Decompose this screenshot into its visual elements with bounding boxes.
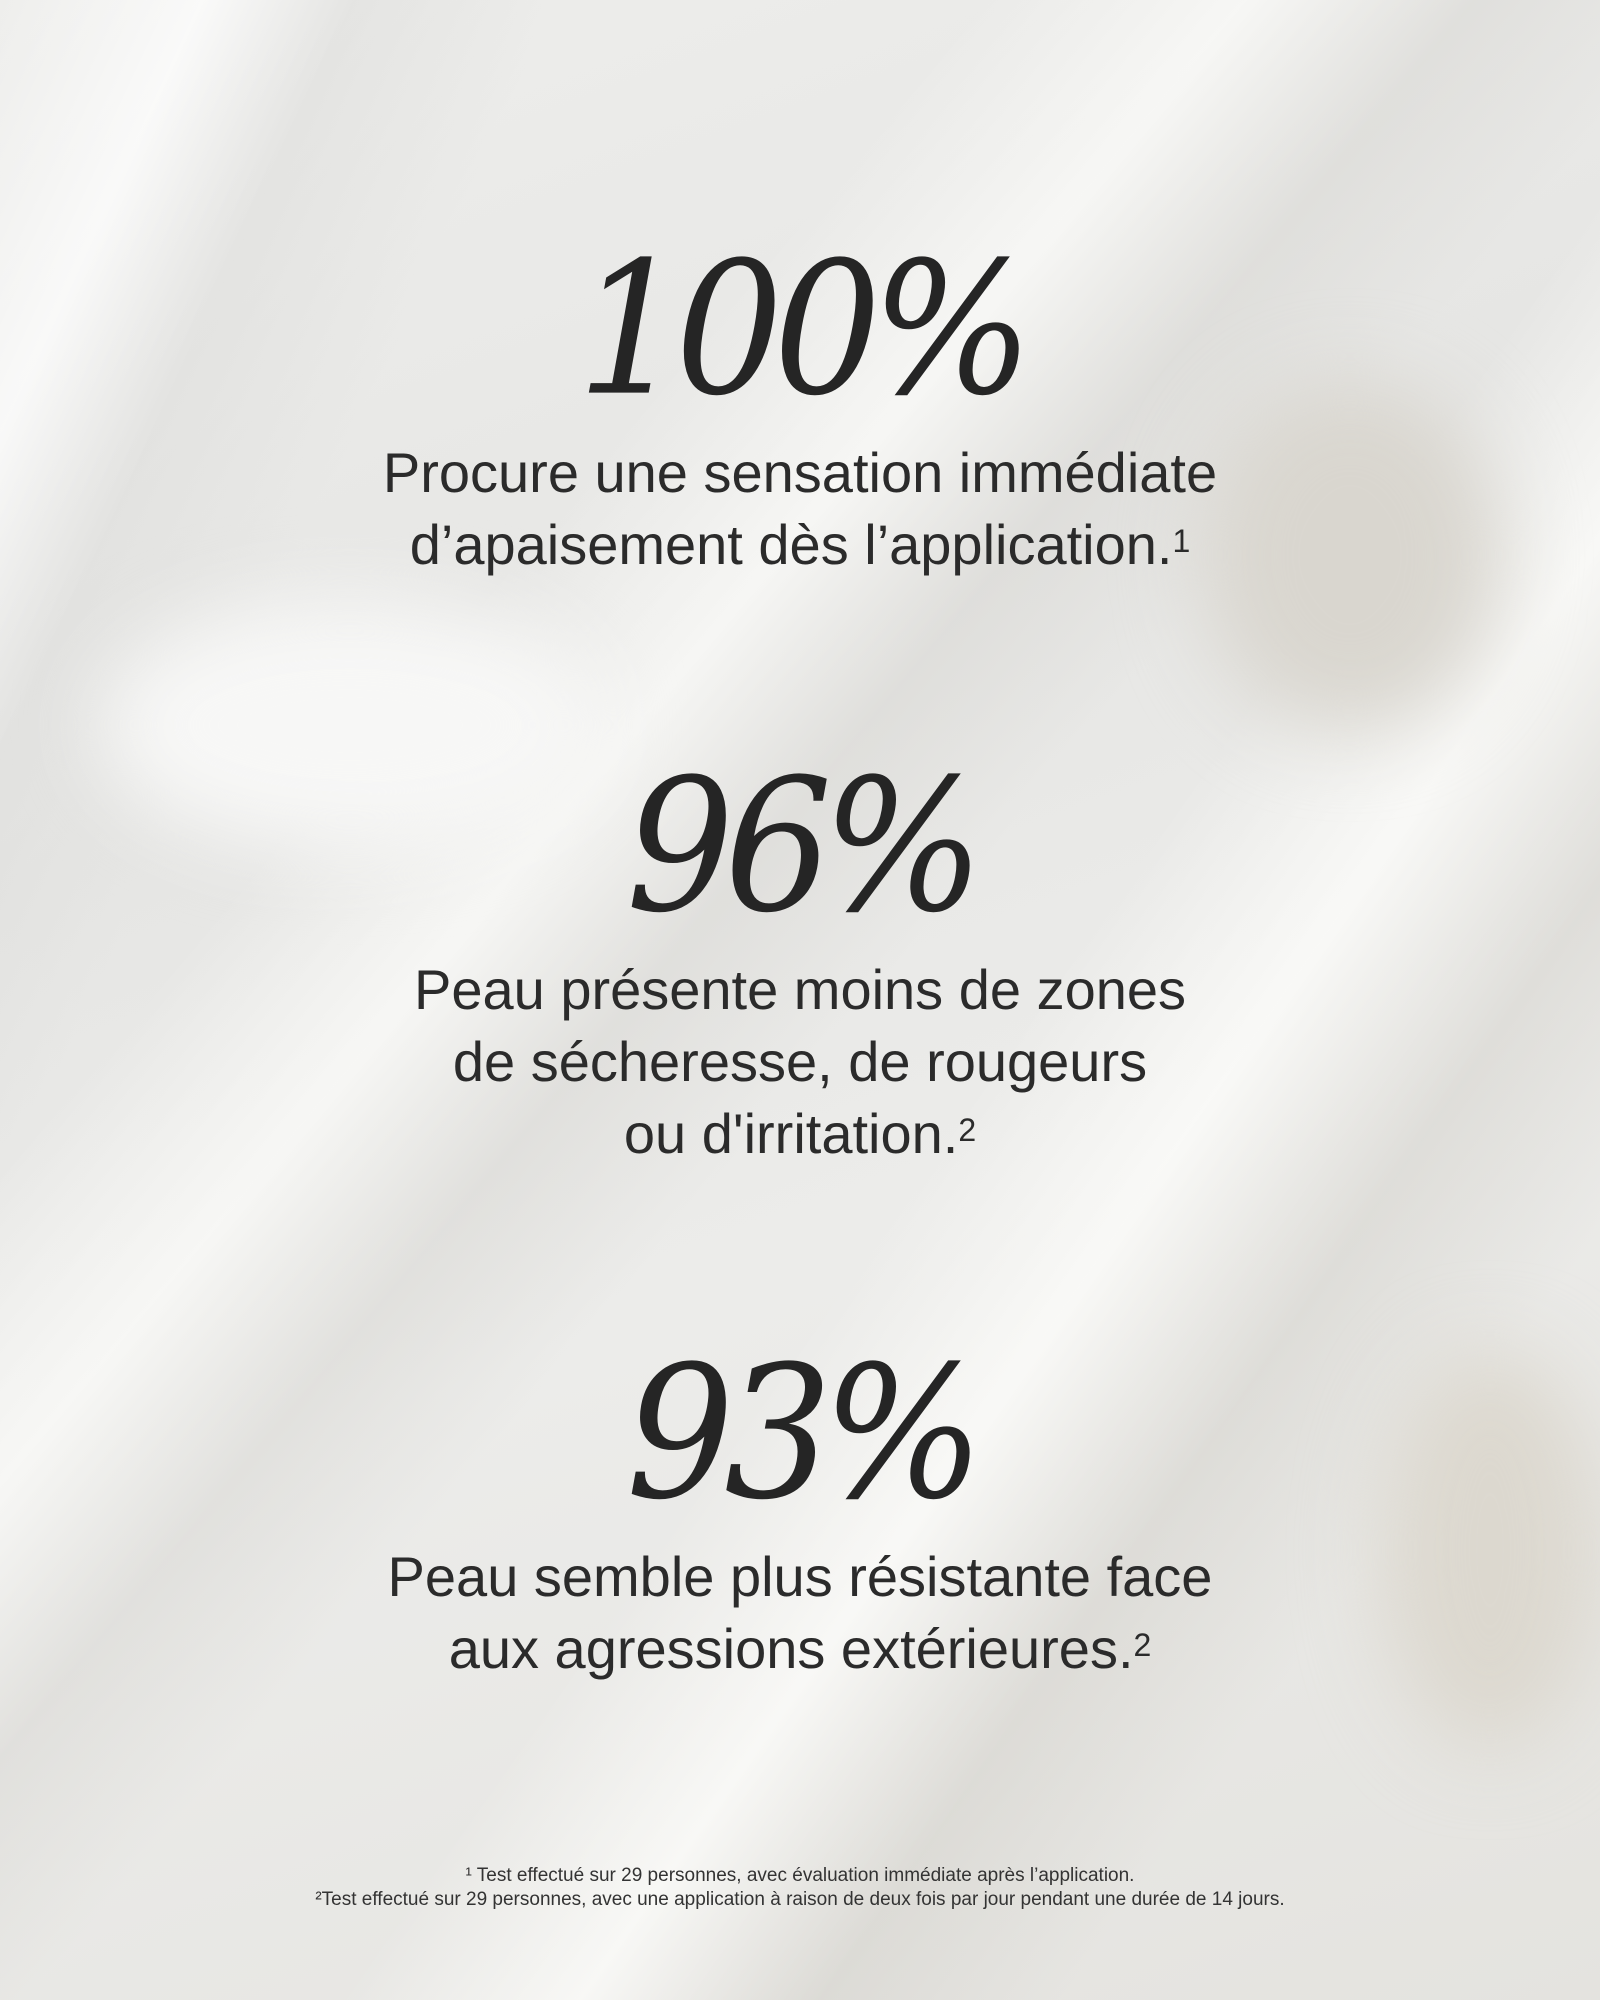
stat-value: 96% [626,740,984,954]
footnote-2: ²Test effectué sur 29 personnes, avec un… [315,1889,1285,1910]
stat-value: 100% [576,223,1033,437]
footnotes: ¹ Test effectué sur 29 personnes, avec é… [0,1864,1600,1912]
footnote-1: ¹ Test effectué sur 29 personnes, avec é… [465,1865,1135,1886]
stat-block-2: 96% Peau présente moins de zones de séch… [0,755,1600,1170]
footnote-ref: 2 [1133,1627,1152,1663]
stat-description: Procure une sensation immédiate d’apaise… [0,437,1600,581]
stat-block-1: 100% Procure une sensation immédiate d’a… [0,238,1600,581]
description-line: Procure une sensation immédiate [382,441,1218,504]
description-line: d’apaisement dès l’application.1 [0,509,1600,581]
footnote-ref: 1 [1172,523,1191,559]
description-line: aux agressions extérieures.2 [0,1613,1600,1685]
background-highlight [100,600,600,850]
description-line: ou d'irritation.2 [0,1098,1600,1170]
description-text: d’apaisement dès l’application. [409,513,1173,576]
background-fold [1200,380,1500,730]
stat-description: Peau présente moins de zones de sécheres… [0,954,1600,1170]
stat-value: 93% [626,1327,984,1541]
description-text: aux agressions extérieures. [448,1617,1134,1680]
description-line: de sécheresse, de rougeurs [452,1030,1148,1093]
footnote-ref: 2 [958,1112,977,1148]
stat-description: Peau semble plus résistante face aux agr… [0,1541,1600,1685]
description-line: Peau semble plus résistante face [387,1545,1213,1608]
background-fold [1380,1350,1600,1750]
description-text: ou d'irritation. [623,1102,959,1165]
description-line: Peau présente moins de zones [413,958,1187,1021]
stat-block-3: 93% Peau semble plus résistante face aux… [0,1342,1600,1685]
